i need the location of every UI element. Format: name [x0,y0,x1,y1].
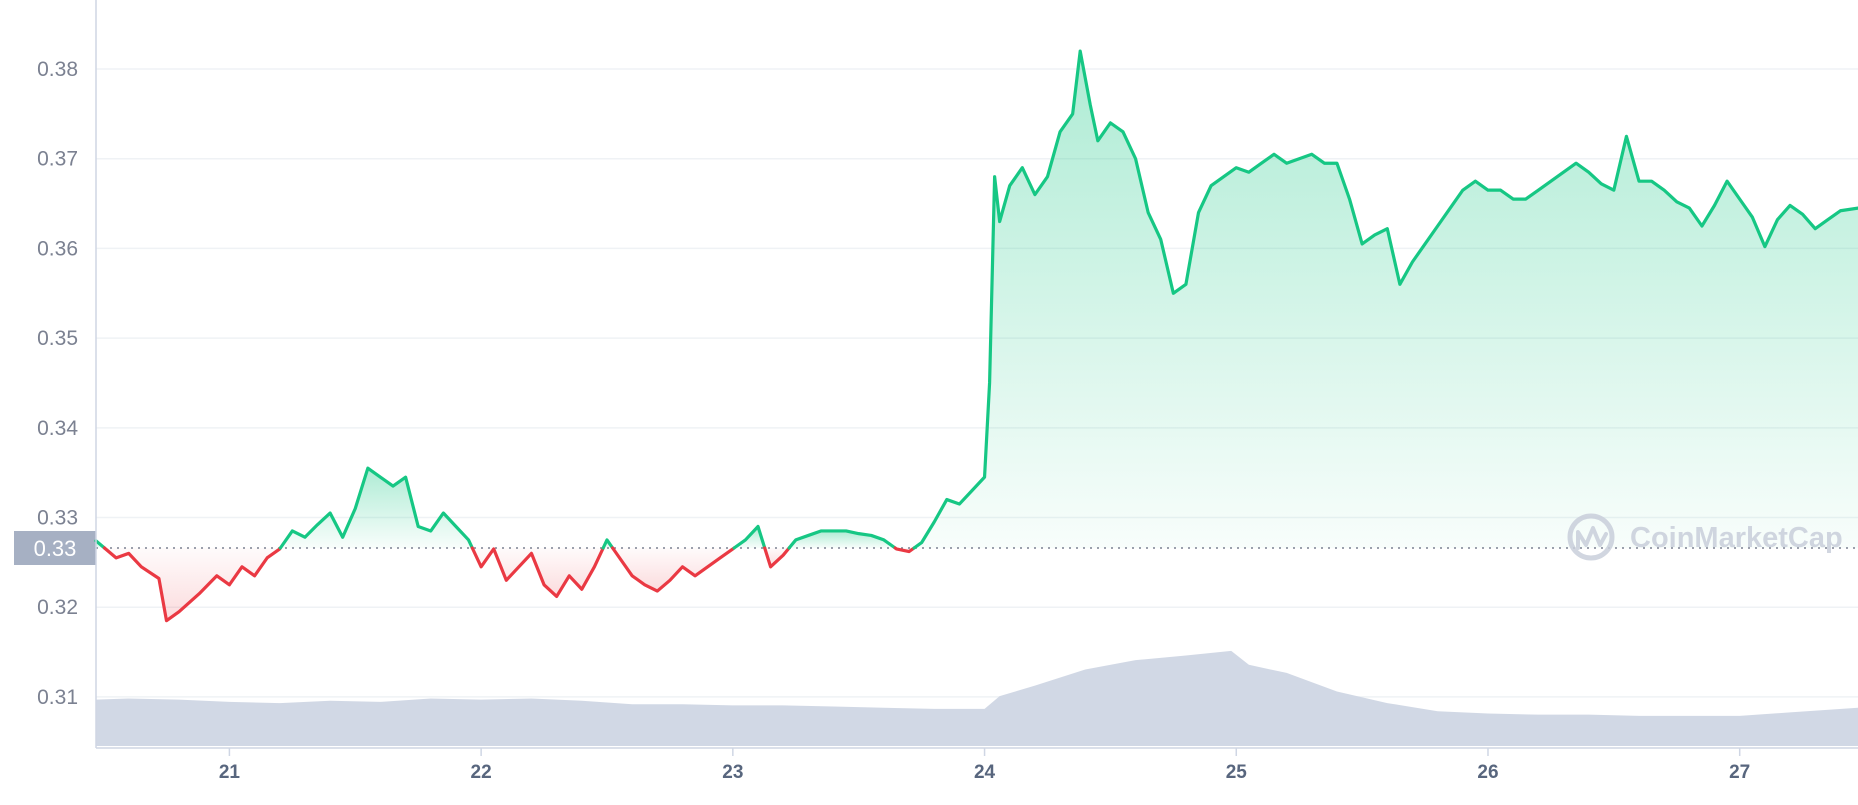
price-line-down [102,546,282,623]
price-fill-layer [96,51,1858,621]
price-fill-down [472,547,604,597]
y-tick-label: 0.34 [37,417,78,440]
price-line-layer [94,49,1858,623]
x-tick-label: 26 [1477,762,1498,783]
price-line-up [94,539,107,550]
price-line-up [601,538,615,550]
price-line-down [470,546,605,599]
price-fill-up [914,51,1858,548]
axis-layer: 0.38 0.37 0.36 0.35 0.34 0.33 0.32 0.31 21 22 23 24… [37,0,1858,783]
price-line-down [893,546,916,554]
baseline-layer: 0.33 [14,530,1858,565]
coinmarketcap-logo-wave [1576,526,1608,550]
price-line-up [278,466,474,550]
volume-area [96,650,1858,746]
baseline-badge-label: 0.33 [34,536,77,561]
volume-area-layer [96,650,1858,746]
price-fill-down [612,547,735,592]
y-tick-label: 0.38 [37,58,78,81]
y-tick-label: 0.37 [37,148,78,171]
y-tick-label: 0.36 [37,237,78,260]
baseline-badge [14,530,96,565]
x-tick-label: 25 [1226,762,1248,783]
x-tick-label: 23 [722,762,743,783]
price-fill-down [104,547,281,621]
x-tick-label: 21 [219,762,241,783]
price-fill-up [280,468,473,548]
price-line-up [732,524,767,550]
y-tick-label: 0.32 [37,596,78,619]
y-tick-label: 0.33 [37,507,78,530]
price-line-down [611,546,736,593]
x-tick-label: 24 [974,762,996,783]
y-tick-label: 0.31 [37,686,78,709]
x-tick-label: 22 [471,762,492,783]
price-line-up [912,49,1858,550]
price-fill-down [764,547,790,567]
coinmarketcap-watermark-text: CoinMarketCap [1630,522,1843,554]
coinmarketcap-watermark: CoinMarketCap [1567,513,1843,561]
coinmarketcap-logo-icon [1567,513,1615,561]
price-line-up [787,529,897,550]
x-tick-label: 27 [1729,762,1750,783]
price-line-down [763,546,791,569]
y-tick-label: 0.35 [37,327,78,350]
